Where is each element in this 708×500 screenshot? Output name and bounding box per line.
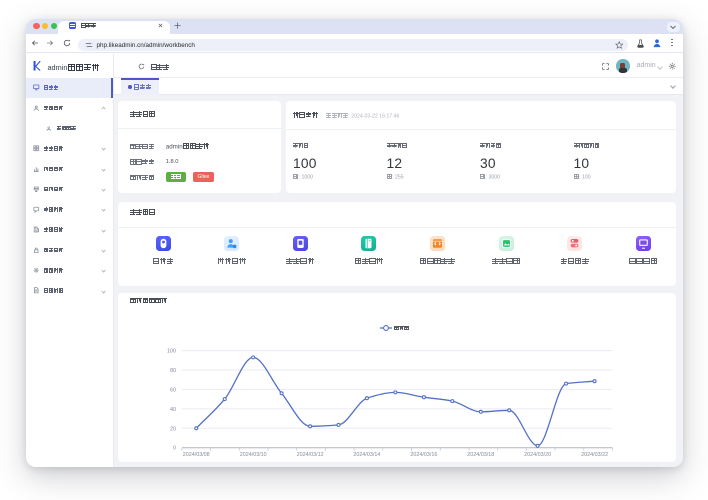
svg-text:20: 20 bbox=[170, 426, 176, 432]
svg-text:100: 100 bbox=[167, 349, 176, 355]
svg-text:2024/03/08: 2024/03/08 bbox=[182, 452, 209, 458]
svg-text:80: 80 bbox=[170, 368, 176, 374]
svg-text:2024/03/16: 2024/03/16 bbox=[410, 452, 437, 458]
svg-text:2024/03/12: 2024/03/12 bbox=[296, 452, 323, 458]
svg-text:40: 40 bbox=[170, 407, 176, 413]
svg-text:2024/03/14: 2024/03/14 bbox=[353, 452, 380, 458]
svg-text:0: 0 bbox=[173, 446, 176, 452]
svg-text:2024/03/20: 2024/03/20 bbox=[524, 452, 551, 458]
svg-text:2024/03/22: 2024/03/22 bbox=[581, 452, 608, 458]
svg-text:2024/03/10: 2024/03/10 bbox=[239, 452, 266, 458]
svg-text:60: 60 bbox=[170, 387, 176, 393]
svg-text:2024/03/18: 2024/03/18 bbox=[467, 452, 494, 458]
